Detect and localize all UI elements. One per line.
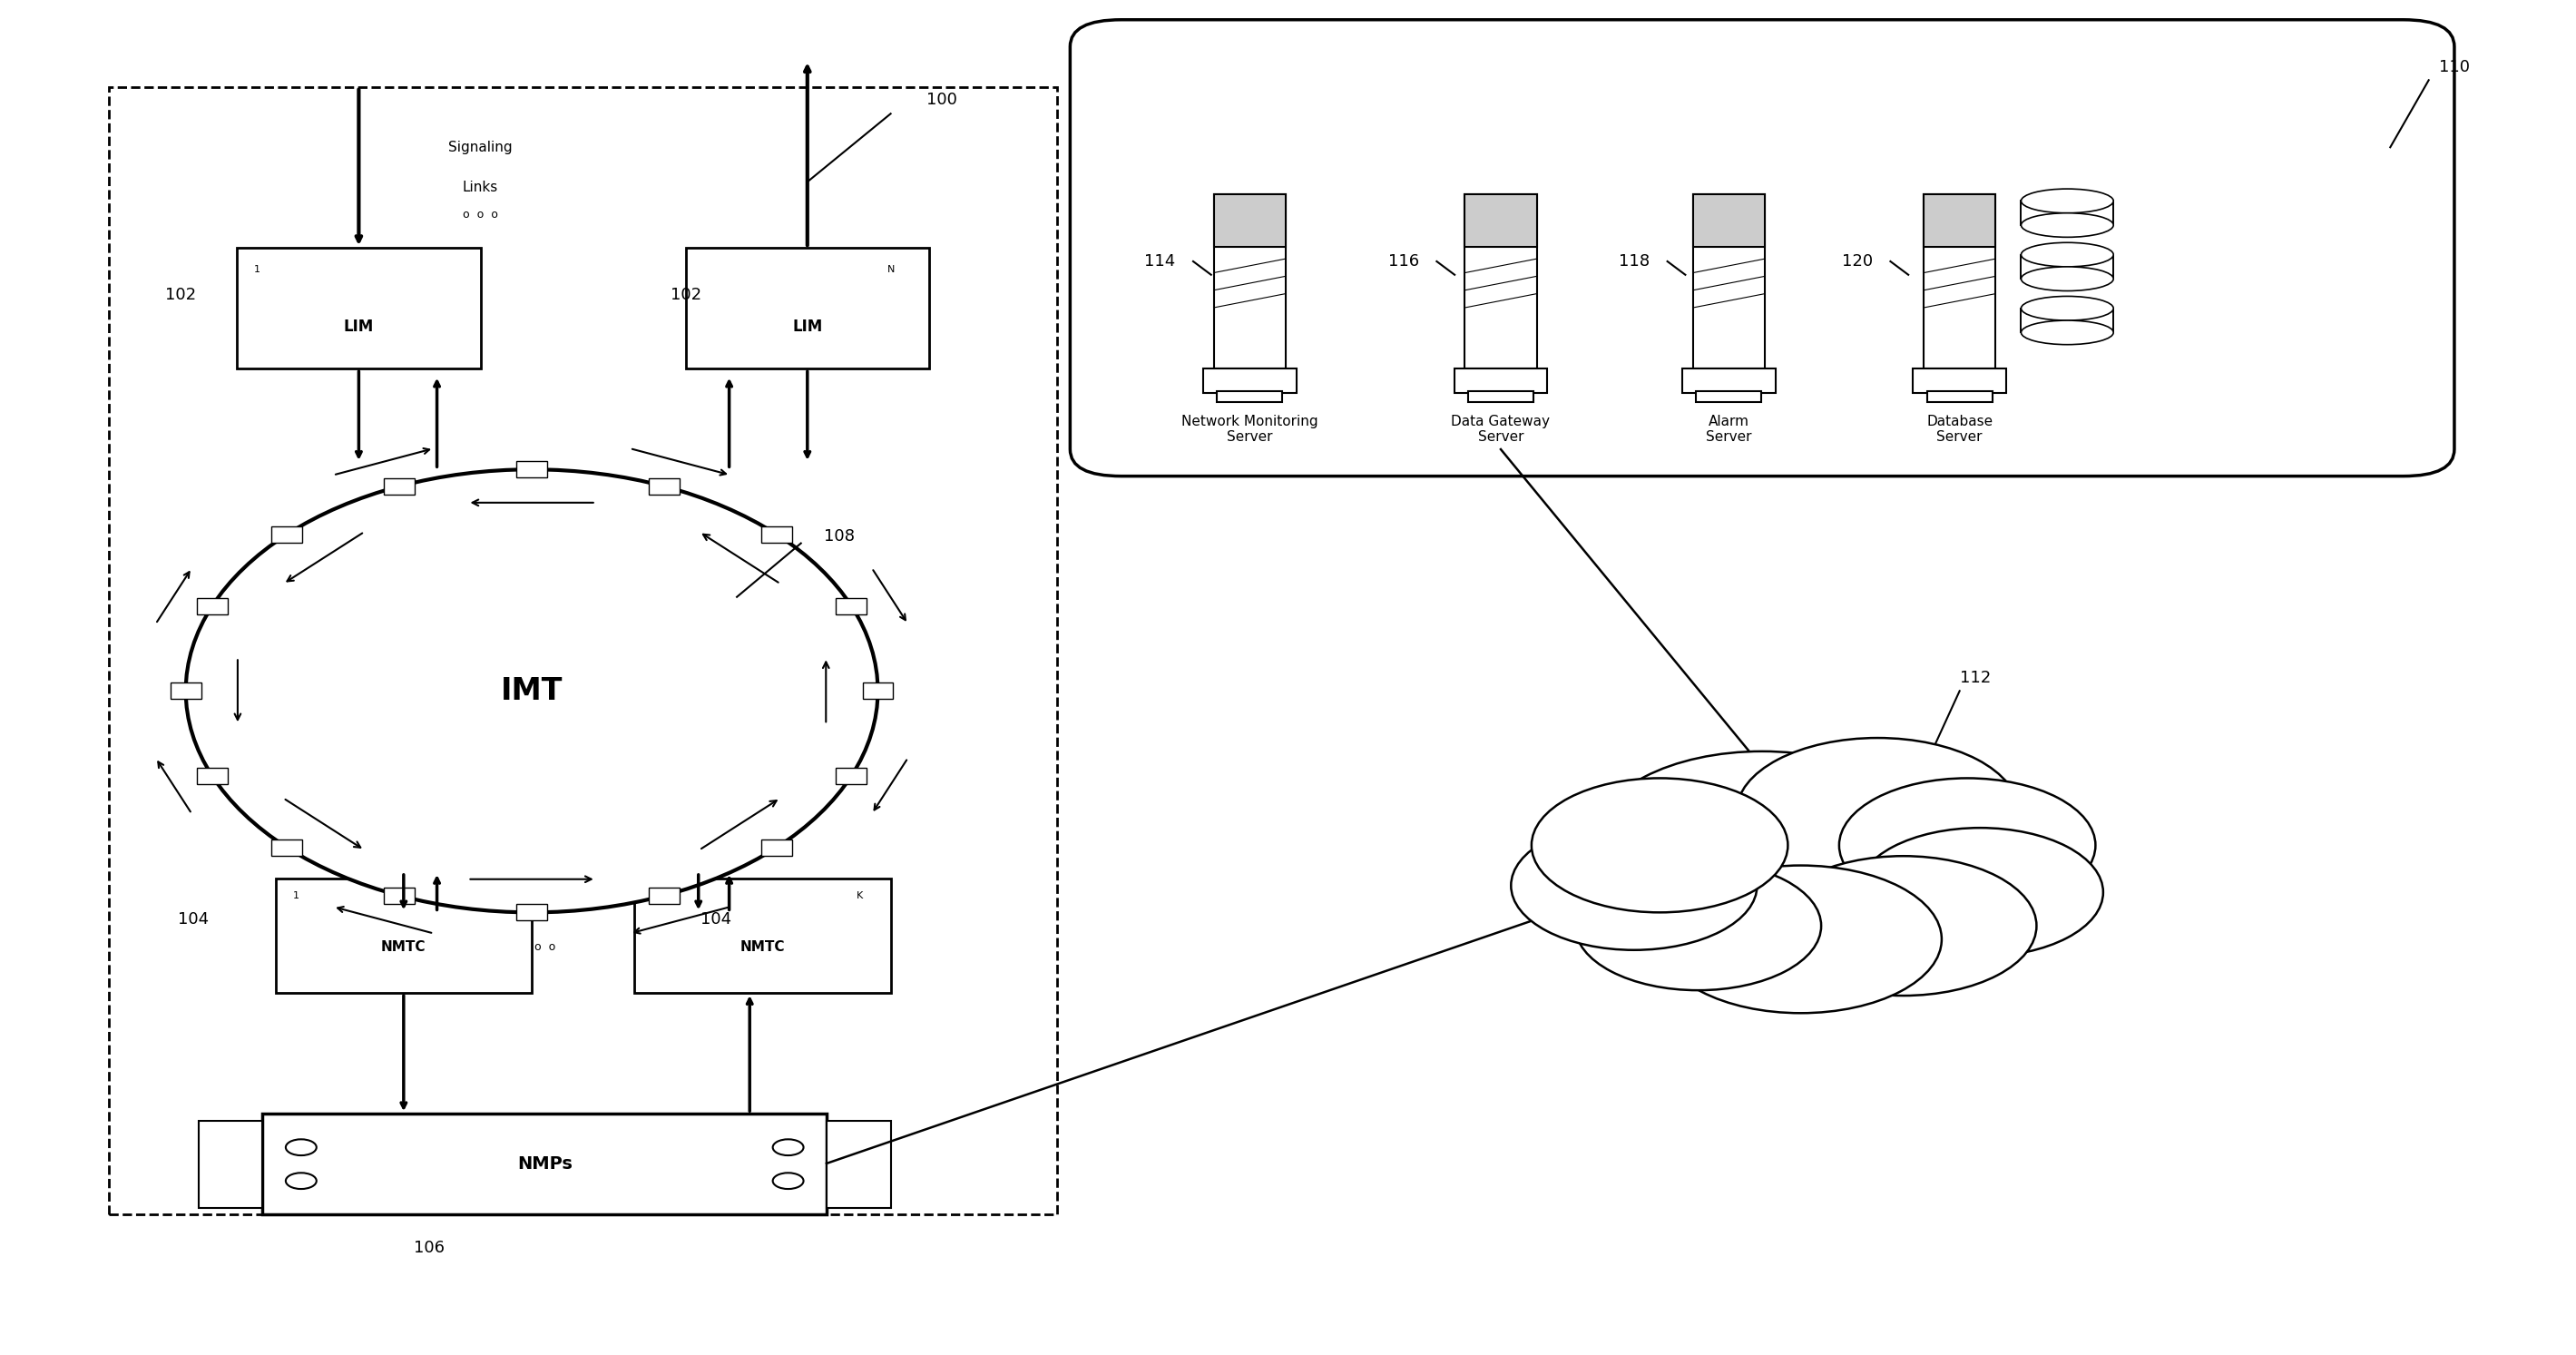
Text: 116: 116: [1388, 253, 1419, 270]
Text: 104: 104: [178, 911, 209, 927]
Circle shape: [1736, 738, 2020, 886]
Text: IMT: IMT: [500, 676, 562, 706]
Text: o  o  o: o o o: [464, 209, 497, 221]
FancyBboxPatch shape: [1924, 194, 1996, 247]
Text: 112: 112: [1960, 669, 1991, 686]
FancyBboxPatch shape: [1466, 194, 1538, 369]
Ellipse shape: [2022, 188, 2112, 213]
FancyBboxPatch shape: [2022, 201, 2112, 225]
FancyBboxPatch shape: [1069, 20, 2455, 476]
FancyBboxPatch shape: [1695, 392, 1762, 402]
Text: 106: 106: [415, 1240, 446, 1256]
Circle shape: [1770, 856, 2038, 996]
Text: Network Monitoring
Server: Network Monitoring Server: [1182, 415, 1319, 444]
Bar: [270, 840, 301, 855]
FancyBboxPatch shape: [1203, 369, 1296, 393]
Text: 102: 102: [165, 287, 196, 304]
FancyBboxPatch shape: [1213, 194, 1285, 247]
Bar: [649, 478, 680, 495]
Text: 1: 1: [255, 266, 260, 274]
FancyBboxPatch shape: [827, 1121, 891, 1207]
Circle shape: [1659, 866, 1942, 1014]
FancyBboxPatch shape: [263, 1114, 827, 1214]
Text: 1: 1: [294, 892, 299, 901]
Circle shape: [1839, 778, 2094, 912]
FancyBboxPatch shape: [1914, 369, 2007, 393]
Text: Alarm
Server: Alarm Server: [1705, 415, 1752, 444]
FancyBboxPatch shape: [1216, 392, 1283, 402]
FancyBboxPatch shape: [1692, 194, 1765, 369]
Ellipse shape: [2022, 267, 2112, 291]
Circle shape: [1574, 862, 1821, 991]
Text: 108: 108: [824, 528, 855, 545]
Ellipse shape: [185, 469, 878, 912]
FancyBboxPatch shape: [685, 248, 930, 369]
Text: Links: Links: [464, 180, 497, 194]
Bar: [760, 526, 791, 542]
FancyBboxPatch shape: [108, 87, 1056, 1214]
Bar: [837, 598, 868, 614]
Bar: [384, 888, 415, 904]
Bar: [196, 768, 227, 783]
Text: LIM: LIM: [793, 318, 822, 335]
Text: 114: 114: [1144, 253, 1175, 270]
FancyBboxPatch shape: [2022, 309, 2112, 332]
FancyBboxPatch shape: [1453, 369, 1548, 393]
FancyBboxPatch shape: [1924, 194, 1996, 369]
Text: IP Network: IP Network: [1752, 862, 1865, 883]
Text: N: N: [886, 266, 894, 274]
FancyBboxPatch shape: [1692, 194, 1765, 247]
Bar: [760, 840, 791, 855]
Circle shape: [1533, 778, 1788, 912]
Text: 102: 102: [670, 287, 701, 304]
Bar: [515, 904, 546, 920]
Ellipse shape: [2022, 297, 2112, 320]
FancyBboxPatch shape: [1927, 392, 1991, 402]
Text: 120: 120: [1842, 253, 1873, 270]
Text: 118: 118: [1618, 253, 1649, 270]
FancyBboxPatch shape: [237, 248, 482, 369]
Text: Data Gateway
Server: Data Gateway Server: [1450, 415, 1551, 444]
Text: NMPs: NMPs: [518, 1156, 572, 1172]
Text: NMTC: NMTC: [381, 940, 425, 954]
FancyBboxPatch shape: [276, 879, 531, 993]
Ellipse shape: [2022, 213, 2112, 237]
FancyBboxPatch shape: [1682, 369, 1775, 393]
Bar: [384, 478, 415, 495]
Text: 104: 104: [701, 911, 732, 927]
Text: 110: 110: [2439, 58, 2470, 75]
Circle shape: [1512, 821, 1757, 950]
Text: o  o: o o: [533, 942, 556, 953]
Bar: [270, 526, 301, 542]
Bar: [196, 598, 227, 614]
Bar: [863, 683, 894, 699]
Text: Database
Server: Database Server: [1927, 415, 1994, 444]
Ellipse shape: [2022, 320, 2112, 344]
Bar: [837, 768, 868, 783]
Ellipse shape: [2022, 243, 2112, 267]
Text: K: K: [858, 892, 863, 901]
FancyBboxPatch shape: [1468, 392, 1533, 402]
Circle shape: [1595, 751, 1929, 925]
FancyBboxPatch shape: [198, 1121, 263, 1207]
FancyBboxPatch shape: [1466, 194, 1538, 247]
Text: Signaling: Signaling: [448, 141, 513, 154]
Bar: [649, 888, 680, 904]
Circle shape: [1857, 828, 2102, 957]
Bar: [170, 683, 201, 699]
FancyBboxPatch shape: [1213, 194, 1285, 369]
Text: NMTC: NMTC: [739, 940, 786, 954]
FancyBboxPatch shape: [634, 879, 891, 993]
Bar: [515, 461, 546, 477]
Text: LIM: LIM: [343, 318, 374, 335]
FancyBboxPatch shape: [2022, 255, 2112, 279]
Text: 100: 100: [927, 92, 958, 108]
